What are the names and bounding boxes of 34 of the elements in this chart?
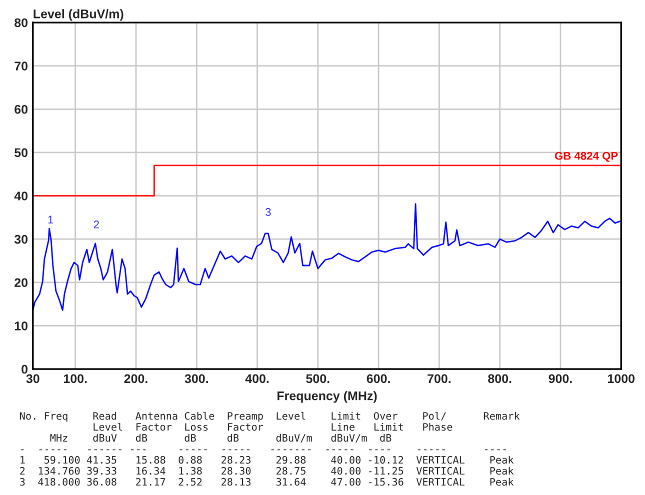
annotation: 2 (94, 220, 99, 228)
text: No. Freq Read Antenna Cable Preamp Level Limit Over Pol/ Remark (20, 412, 520, 422)
text: 3 418.000 36.08 21.17 2.52 28.13 31.64 47.00 -15.36 VERTICAL Peak (20, 478, 514, 486)
y-tick-label: 10 (14, 322, 28, 330)
text: 1 59.100 41.35 15.88 0.88 28.23 29.88 40.00 -10.12 VERTICAL Peak (20, 456, 514, 464)
y-tick-label: 50 (14, 148, 28, 158)
y-tick-label: 20 (14, 278, 28, 288)
y-axis-title: Level (dBuV/m) (34, 9, 124, 21)
x-tick-label: 1000 (608, 374, 635, 384)
x-tick-label: 600. (366, 374, 390, 384)
line-series (32, 203, 621, 311)
series-label: GB 4824 QP (554, 152, 618, 162)
x-tick-label: 400. (245, 374, 269, 384)
text: Level Factor Loss Factor Line Limit Phase (94, 422, 452, 431)
x-axis-title: Frequency (MHz) (278, 391, 377, 403)
annotation: 1 (48, 216, 54, 224)
y-tick-label: 0 (22, 364, 28, 374)
y-tick-label: 80 (14, 18, 28, 28)
y-tick-label: 70 (14, 62, 28, 70)
y-tick-label: 30 (14, 234, 28, 244)
x-tick-label: 900. (548, 374, 572, 384)
x-tick-label: 500. (306, 374, 330, 384)
annotation: 3 (266, 208, 271, 216)
text: MHz dBuV dB dB dB dBuV/m dBuV/m dB (50, 434, 392, 443)
x-tick-label: 30 (26, 374, 40, 384)
y-tick-label: 40 (14, 192, 28, 200)
x-tick-label: 300. (184, 374, 208, 384)
x-tick-label: 700. (428, 374, 451, 384)
y-tick-label: 60 (14, 104, 28, 114)
x-tick-label: 100. (64, 374, 87, 384)
text: - ----- ------ --- ----- ----- ------- ----- ---- ----- ---- (21, 449, 506, 450)
text: 2 134.760 39.33 16.34 1.38 28.30 28.75 40.00 -11.25 VERTICAL Peak (20, 466, 514, 475)
x-tick-label: 200. (124, 374, 148, 384)
x-tick-label: 800. (488, 374, 512, 384)
